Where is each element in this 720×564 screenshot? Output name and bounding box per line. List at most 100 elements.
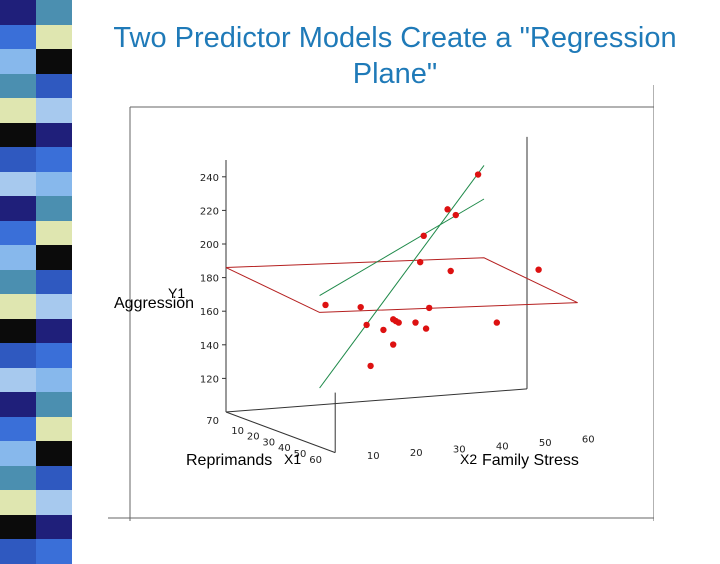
x1-tick-label: 10 bbox=[231, 426, 244, 437]
stripe-square bbox=[0, 269, 36, 294]
stripe-square bbox=[0, 171, 36, 196]
x2-axis bbox=[225, 388, 528, 413]
stripe-square bbox=[36, 122, 72, 147]
data-point bbox=[357, 303, 364, 311]
stripe-square bbox=[36, 416, 72, 441]
stripe-square bbox=[0, 220, 36, 245]
data-point bbox=[367, 362, 374, 370]
stripe-square bbox=[0, 24, 36, 49]
regression-plane bbox=[225, 257, 578, 313]
stripe-square bbox=[36, 343, 72, 368]
data-point bbox=[420, 232, 427, 240]
x2-tick-label: 60 bbox=[582, 435, 595, 446]
stripe-square bbox=[36, 0, 72, 25]
green-reference-line bbox=[319, 198, 485, 297]
chart-frame: 240 220 200 180 160 140 120 70 60 50 40 30 20 10 10 20 3… bbox=[108, 85, 654, 521]
data-point bbox=[474, 171, 482, 178]
x1-axis-var: X1 bbox=[284, 451, 301, 467]
stripe-square bbox=[36, 490, 72, 515]
stripe-square bbox=[0, 294, 36, 319]
slide-title: Two Predictor Models Create a "Regressio… bbox=[113, 22, 677, 90]
y-tick-label: 120 bbox=[200, 374, 219, 385]
stripe-square bbox=[36, 171, 72, 196]
stripe-square bbox=[36, 245, 72, 270]
x2-tick-label: 10 bbox=[367, 451, 380, 462]
x2-tick-label: 40 bbox=[496, 441, 509, 452]
data-point bbox=[322, 301, 329, 309]
stripe-square bbox=[0, 490, 36, 515]
data-point bbox=[395, 319, 402, 326]
stripe-square bbox=[36, 98, 72, 123]
data-point bbox=[412, 319, 419, 326]
stripe-square bbox=[0, 392, 36, 417]
stripe-square bbox=[36, 318, 72, 343]
decorative-stripe bbox=[0, 0, 72, 564]
data-point bbox=[380, 326, 387, 334]
y-tick-label: 160 bbox=[200, 307, 219, 318]
stripe-square bbox=[0, 367, 36, 392]
stripe-square bbox=[0, 0, 36, 25]
data-point bbox=[444, 206, 451, 213]
x1-axis-label: Reprimands bbox=[186, 452, 272, 469]
stripe-square bbox=[0, 122, 36, 147]
x2-tick-label: 30 bbox=[453, 445, 466, 456]
x1-axis bbox=[225, 411, 336, 454]
y-axis-label: Aggression bbox=[114, 295, 194, 312]
y-tick-label: 240 bbox=[200, 173, 219, 184]
stripe-column bbox=[36, 0, 72, 564]
stripe-square bbox=[0, 196, 36, 221]
stripe-square bbox=[36, 392, 72, 417]
y-tick-label: 200 bbox=[200, 240, 219, 251]
data-point bbox=[416, 258, 424, 266]
stripe-square bbox=[0, 465, 36, 490]
data-point bbox=[447, 267, 454, 275]
y-axis-var: Y1 bbox=[168, 285, 185, 301]
stripe-square bbox=[0, 441, 36, 466]
data-point bbox=[426, 304, 433, 312]
y-tick-label: 220 bbox=[200, 206, 219, 217]
stripe-square bbox=[36, 367, 72, 392]
stripe-square bbox=[36, 73, 72, 98]
stripe-square bbox=[36, 269, 72, 294]
data-point bbox=[493, 319, 501, 326]
stripe-square bbox=[36, 514, 72, 539]
x1-tick-label: 30 bbox=[262, 437, 275, 448]
stripe-square bbox=[36, 24, 72, 49]
data-point bbox=[363, 321, 370, 329]
stripe-square bbox=[0, 98, 36, 123]
stripe-square bbox=[0, 343, 36, 368]
stripe-square bbox=[36, 465, 72, 490]
stripe-square bbox=[36, 441, 72, 466]
data-point bbox=[390, 341, 397, 348]
x1-tick-label: 60 bbox=[309, 455, 322, 466]
y-tick-label: 180 bbox=[200, 274, 219, 285]
stripe-square bbox=[0, 318, 36, 343]
stripe-square bbox=[0, 514, 36, 539]
corner-tick-label: 70 bbox=[206, 416, 219, 427]
green-reference-line bbox=[319, 165, 485, 389]
stripe-square bbox=[36, 294, 72, 319]
data-point bbox=[452, 211, 459, 219]
x1-tick-label: 20 bbox=[247, 432, 260, 443]
data-point bbox=[535, 266, 542, 273]
x2-tick-label: 20 bbox=[410, 448, 423, 459]
y-tick-label: 140 bbox=[200, 341, 219, 352]
data-point bbox=[422, 325, 430, 332]
stripe-square bbox=[0, 73, 36, 98]
data-point bbox=[390, 316, 397, 323]
stripe-square bbox=[0, 49, 36, 74]
stripe-square bbox=[36, 196, 72, 221]
stripe-square bbox=[0, 416, 36, 441]
x2-axis-label: Family Stress bbox=[482, 452, 579, 469]
x2-tick-label: 50 bbox=[539, 438, 552, 449]
x1-tick-label: 50 bbox=[294, 449, 307, 460]
stripe-square bbox=[36, 147, 72, 172]
x2-axis-var: X2 bbox=[460, 451, 477, 467]
stripe-column bbox=[0, 0, 36, 564]
stripe-square bbox=[0, 245, 36, 270]
stripe-square bbox=[36, 49, 72, 74]
stripe-square bbox=[0, 539, 36, 564]
stripe-square bbox=[36, 220, 72, 245]
stripe-square bbox=[0, 147, 36, 172]
